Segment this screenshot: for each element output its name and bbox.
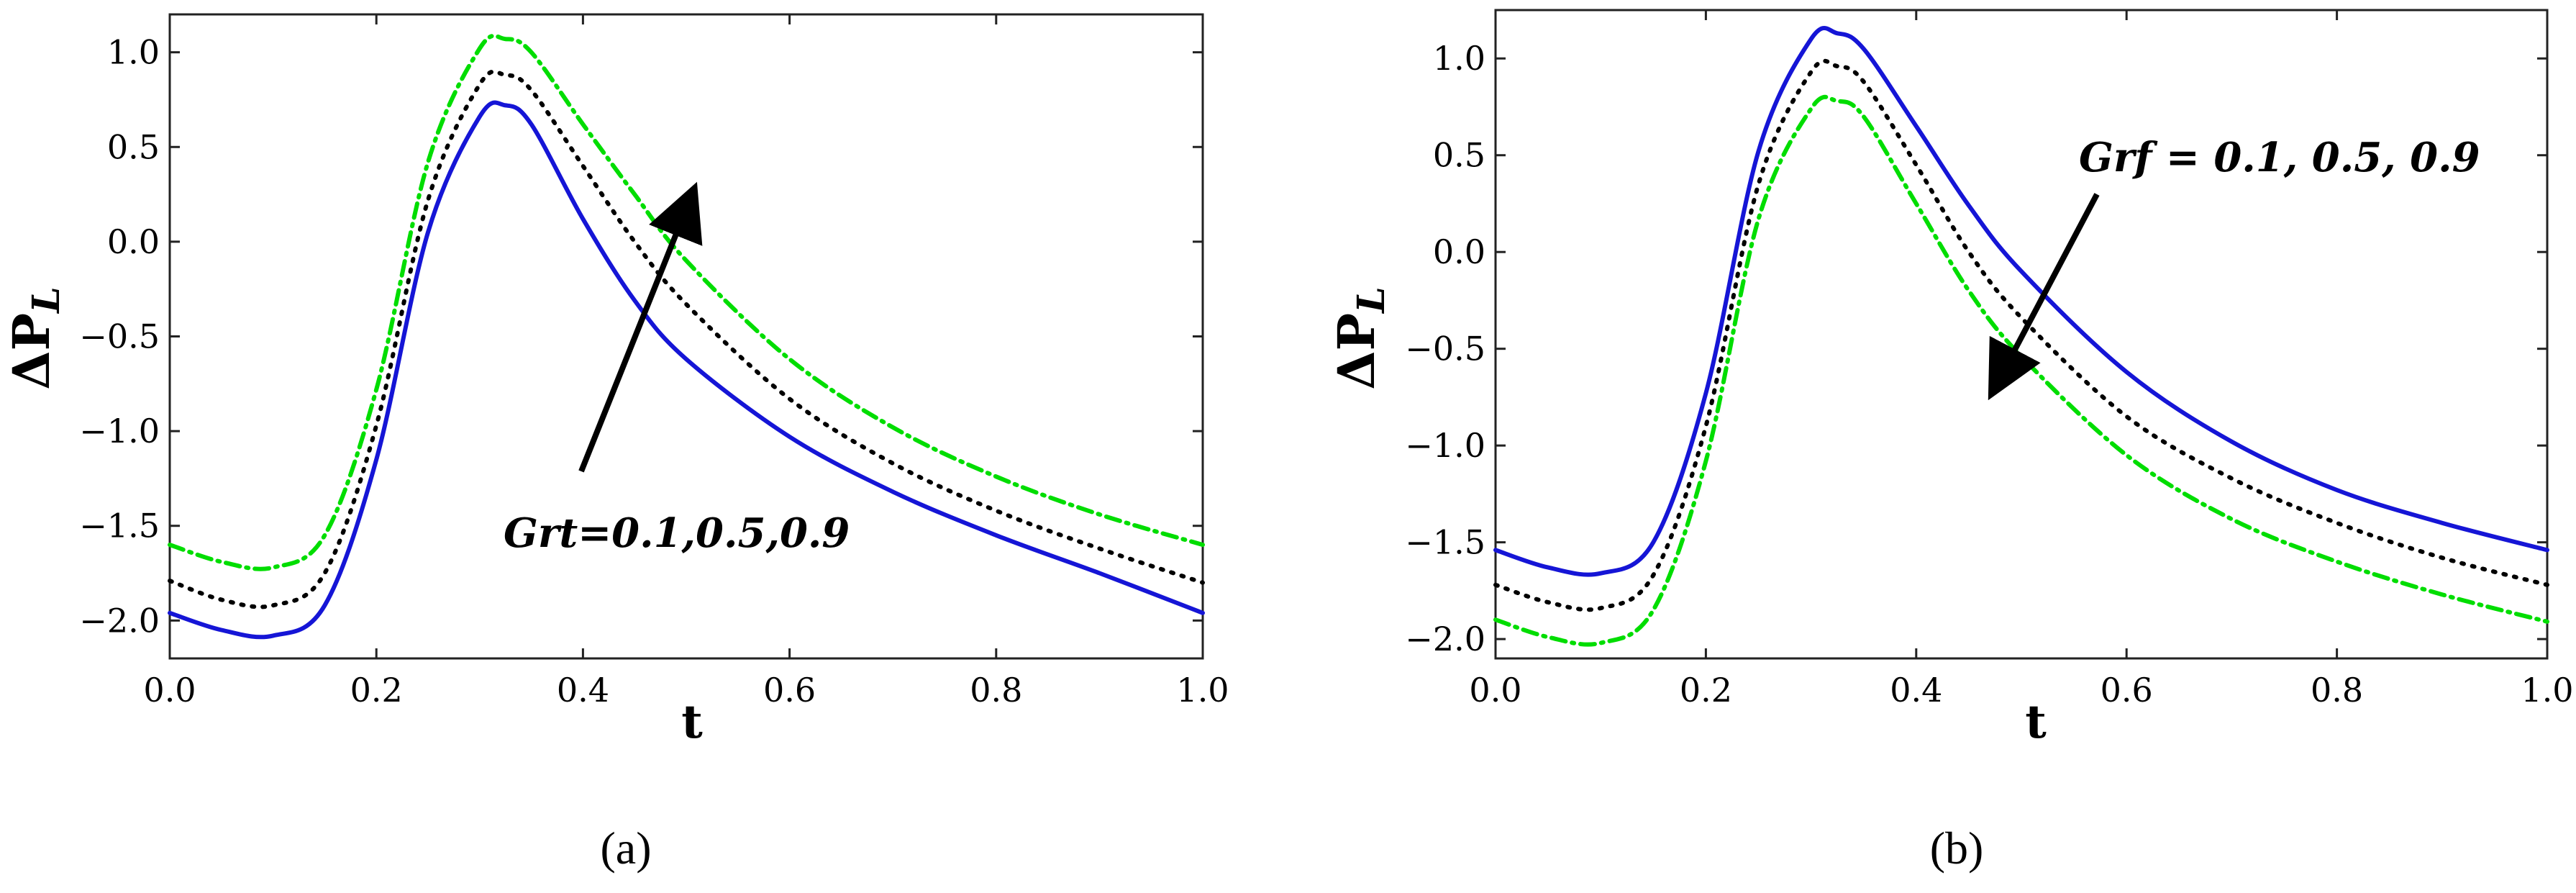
x-tick-label: 0.4 (557, 671, 609, 710)
y-axis-label-main-b: ΔP (1326, 313, 1386, 390)
series-line-grt-0-9 (168, 33, 1205, 571)
panel-caption-a: (a) (600, 822, 651, 874)
x-tick-label: 0.4 (1890, 671, 1942, 710)
panel-a: 0.0 0.2 0.4 0.6 0.8 1.0 −2.0−1.5−1.0−0.50.00.… (1, 13, 1229, 874)
series-line-grf-0-9 (1493, 94, 2549, 647)
y-ticks-a: −2.0 −1.5 −1.0 −0.5 0.0 0.5 1.0 (79, 33, 1203, 640)
x-tick-label: 0.0 (143, 671, 196, 710)
trend-arrow-a (578, 181, 703, 473)
x-tick-label: 0.0 (1469, 671, 1521, 710)
trend-arrow-b (1988, 193, 2100, 401)
y-tick-label: 0.0 (107, 222, 160, 261)
series-group-b (1493, 26, 2549, 647)
y-ticks-b: −2.0 −1.5 −1.0 −0.5 0.0 0.5 1.0 (1405, 39, 2547, 658)
series-line-grt-0-1 (168, 100, 1205, 640)
y-tick-label: 0.0 (1433, 232, 1485, 271)
y-axis-label-sub-a: L (24, 286, 68, 314)
x-ticks-b: 0.0 0.2 0.4 0.6 0.8 1.0 (1469, 10, 2574, 710)
series-line-grf-0-1 (1493, 26, 2549, 577)
series-line-grf-0-5 (1493, 58, 2549, 612)
annotation-bg-a (496, 504, 870, 557)
y-tick-label: −0.5 (79, 317, 160, 356)
y-axis-label-b: ΔPL (1326, 286, 1393, 390)
panel-caption-b: (b) (1930, 822, 1984, 874)
y-tick-label: 1.0 (107, 33, 160, 72)
annotation-a: Grt=0.1,0.5,0.9 (504, 509, 850, 557)
y-axis-label-a: ΔPL (1, 286, 68, 390)
x-axis-label-a: t (681, 695, 703, 749)
y-axis-label-main-a: ΔP (1, 313, 61, 390)
y-tick-label: −1.5 (1405, 523, 1485, 562)
y-tick-label: −0.5 (1405, 330, 1485, 368)
series-line-grt-0-5 (168, 69, 1205, 609)
x-tick-label: 0.2 (350, 671, 403, 710)
x-tick-label: 0.8 (2311, 671, 2363, 710)
x-tick-label: 0.6 (2101, 671, 2153, 710)
y-tick-label: 1.0 (1433, 39, 1485, 78)
x-tick-label: 1.0 (1176, 671, 1229, 710)
x-ticks-a: 0.0 0.2 0.4 0.6 0.8 1.0 (143, 14, 1229, 710)
x-tick-label: 0.2 (1680, 671, 1732, 710)
y-tick-label: 0.5 (1433, 136, 1485, 175)
x-axis-label-b: t (2025, 695, 2047, 749)
x-tick-label: 1.0 (2521, 671, 2573, 710)
x-tick-label: 0.8 (970, 671, 1022, 710)
panel-b: 0.0 0.2 0.4 0.6 0.8 1.0 −2.0−1.5−1.0−0.50.00.… (1326, 9, 2574, 874)
y-tick-label: −1.0 (1405, 426, 1485, 465)
y-tick-label: −1.0 (79, 412, 160, 450)
x-tick-label: 0.6 (763, 671, 816, 710)
series-group-a (168, 33, 1205, 640)
y-axis-label-sub-b: L (1350, 286, 1393, 314)
plot-frame-b (1494, 9, 2549, 660)
y-tick-label: −2.0 (1405, 620, 1485, 658)
y-tick-label: −1.5 (79, 507, 160, 545)
y-tick-label: 0.5 (107, 127, 160, 166)
plot-frame-a (168, 13, 1204, 660)
y-tick-label: −2.0 (79, 601, 160, 640)
annotation-b: Grf = 0.1, 0.5, 0.9 (2079, 134, 2480, 181)
